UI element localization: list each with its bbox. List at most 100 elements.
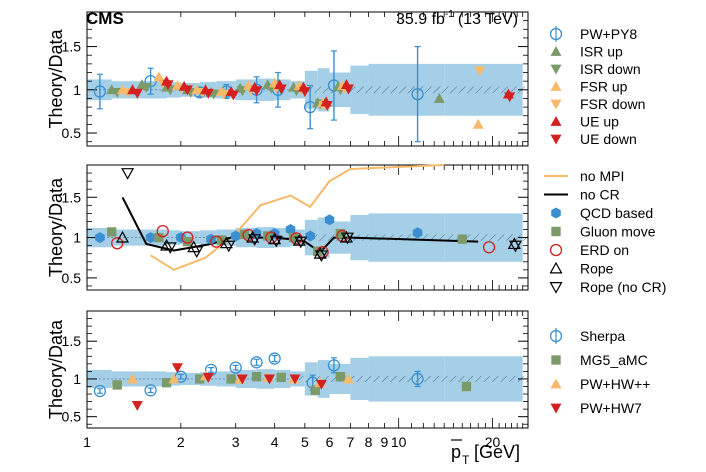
data-point-pw-hw7 xyxy=(202,373,214,383)
legend-bottom: Sherpa MG5_aMC PW+HW++ PW+HW7 xyxy=(549,328,650,416)
data-point-gluon-move xyxy=(154,232,164,243)
x-tick-label: 4 xyxy=(271,434,279,450)
x-tick-label: 6 xyxy=(326,434,334,450)
data-point-rope-no-cr- xyxy=(269,235,283,248)
x-axis-label-main: p xyxy=(451,442,461,462)
legend-label: PW+HW7 xyxy=(580,400,642,416)
data-point-isr-up xyxy=(433,92,445,103)
data-point-gluon-move xyxy=(288,232,299,243)
data-point-rope xyxy=(160,238,174,251)
data-point-ue-down xyxy=(504,92,516,103)
y-tick-label: 1 xyxy=(73,230,81,246)
data-point-mg5-amc xyxy=(112,380,122,390)
y-tick-label: 1.5 xyxy=(62,333,82,349)
legend-label: QCD based xyxy=(580,205,653,221)
legend-entry: UE up xyxy=(550,114,619,130)
legend-label: UE down xyxy=(580,131,637,147)
legend-swatch xyxy=(550,134,562,145)
legend-entry: no MPI xyxy=(544,168,624,184)
x-tick-label: 9 xyxy=(381,434,389,450)
data-point-qcd-based xyxy=(412,227,423,239)
series-line-no-mpi xyxy=(150,164,445,271)
x-tick-label: 5 xyxy=(301,434,309,450)
data-point-fsr-down xyxy=(218,89,230,100)
lumi-value: 35.9 fb xyxy=(396,11,445,28)
data-point-sherpa xyxy=(327,359,341,372)
data-point-qcd-based xyxy=(145,232,156,244)
y-axis-label: Theory/Data xyxy=(46,177,66,277)
x-tick-label: 3 xyxy=(232,434,240,450)
uncertainty-band-bin xyxy=(180,372,200,385)
legend-label: FSR down xyxy=(580,96,645,112)
data-point-pw-py8 xyxy=(411,87,424,101)
legend-swatch xyxy=(550,64,562,75)
data-point-rope-no-cr- xyxy=(294,236,308,249)
data-point-ue-down xyxy=(342,84,354,95)
energy-value: (13 TeV) xyxy=(458,11,518,28)
y-tick-label: 1 xyxy=(73,371,81,387)
data-point-erd-on xyxy=(482,241,496,254)
x-axis-label-sub: T xyxy=(462,453,470,467)
data-point-qcd-based xyxy=(305,230,315,242)
data-point-rope xyxy=(115,230,130,243)
hatched-band xyxy=(299,375,528,382)
data-point-qcd-based xyxy=(230,230,241,242)
x-tick-label: 7 xyxy=(346,434,354,450)
legend-label: Rope (no CR) xyxy=(580,279,666,295)
legend-label: no MPI xyxy=(580,168,624,184)
data-point-pw-hw7 xyxy=(171,363,183,374)
legend-entry: QCD based xyxy=(551,205,653,221)
legend-entry: MG5_aMC xyxy=(551,352,648,368)
legend-label: no CR xyxy=(580,187,620,203)
x-tick-label: 1 xyxy=(83,434,91,450)
data-point-rope-no-cr- xyxy=(121,168,135,180)
data-point-erd-on xyxy=(111,237,124,250)
legend-swatch xyxy=(550,378,562,389)
data-point-ue-down xyxy=(131,88,143,99)
data-point-ue-down xyxy=(275,84,287,95)
data-point-pw-hw7 xyxy=(289,374,301,385)
data-point-mg5-amc xyxy=(226,374,236,384)
data-point-erd-on xyxy=(156,224,169,238)
y-tick-label: 0.5 xyxy=(62,409,82,425)
legend-swatch xyxy=(549,243,563,257)
legend-label: ISR down xyxy=(580,61,641,77)
data-point-gluon-move xyxy=(239,229,250,240)
legend-entry: Sherpa xyxy=(549,328,625,344)
legend-label: PW+PY8 xyxy=(580,26,637,42)
data-point-pw-hw7 xyxy=(315,379,327,390)
data-point-fsr-up xyxy=(472,118,484,129)
data-point-gluon-move xyxy=(182,236,193,247)
data-point-gluon-move xyxy=(457,234,467,244)
data-point-pw-hw- xyxy=(127,373,139,384)
legend-label: ISR up xyxy=(580,44,623,60)
x-tick-label: 2 xyxy=(177,434,185,450)
data-point-mg5-amc xyxy=(161,378,172,388)
data-point-ue-down xyxy=(227,90,239,101)
data-point-pw-hw- xyxy=(342,373,354,384)
x-tick-label: 20 xyxy=(485,434,501,450)
legend-entry: Rope (no CR) xyxy=(549,279,666,295)
uncertainty-band-bin xyxy=(235,369,257,388)
data-point-ue-down xyxy=(181,85,193,96)
legend-entry: PW+PY8 xyxy=(549,26,637,42)
data-point-ue-down xyxy=(299,87,311,98)
legend-entry: no CR xyxy=(544,187,620,203)
legend-swatch xyxy=(551,207,561,219)
data-point-ue-down xyxy=(321,100,333,111)
legend-entry: PW+HW7 xyxy=(550,400,642,416)
data-point-pw-hw7 xyxy=(236,374,248,385)
legend-entry: PW+HW++ xyxy=(550,376,650,392)
data-point-isr-down xyxy=(140,82,152,93)
legend-label: FSR up xyxy=(580,79,628,95)
data-point-mg5-amc xyxy=(195,374,205,384)
legend-swatch xyxy=(550,46,562,56)
legend-label: Sherpa xyxy=(580,328,625,344)
data-point-erd-on xyxy=(290,232,303,245)
data-point-pw-hw- xyxy=(168,373,180,384)
data-point-rope-no-cr- xyxy=(248,234,262,246)
data-point-rope-no-cr- xyxy=(508,240,522,253)
data-point-mg5-amc xyxy=(461,381,472,392)
